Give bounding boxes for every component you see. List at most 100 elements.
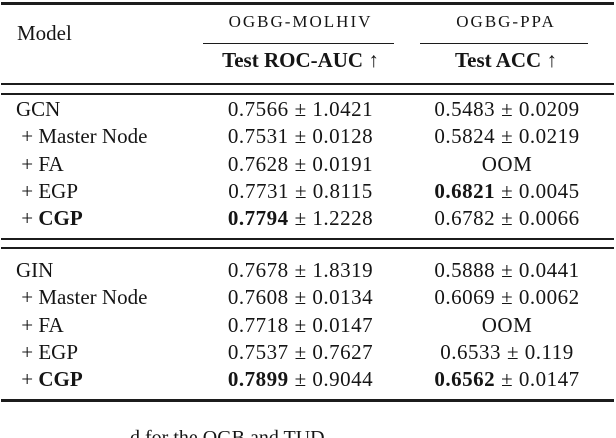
gin-block: GIN 0.7678 ± 1.8319 0.5888 ± 0.0441 + Mast… [0, 257, 616, 393]
molhiv-value-cell: 0.7731 ± 0.8115 [203, 179, 398, 204]
molhiv-std: ± 0.7627 [294, 340, 374, 365]
gcn-block: GCN 0.7566 ± 1.0421 0.5483 ± 0.0209 + Mast… [0, 96, 616, 232]
ppa-std: ± 0.0062 [501, 285, 580, 310]
ppa-mean: 0.5888 [434, 258, 496, 283]
cmidrule-molhiv [203, 42, 394, 44]
table-top-rule [1, 2, 614, 5]
ppa-value-cell: OOM [398, 152, 616, 177]
ppa-mean: OOM [481, 312, 533, 337]
ppa-std: ± 0.0219 [501, 124, 580, 149]
molhiv-value-cell: 0.7718 ± 0.0147 [203, 313, 398, 338]
ppa-value-cell: 0.6782 ± 0.0066 [398, 206, 616, 231]
molhiv-std: ± 0.8115 [295, 179, 373, 204]
model-name: CGP [38, 206, 83, 231]
ppa-std: ± 0.0066 [501, 206, 580, 231]
molhiv-mean: 0.7628 [227, 151, 289, 176]
ppa-value-cell: 0.5888 ± 0.0441 [398, 258, 616, 283]
header-double-rule-1 [1, 83, 614, 85]
ppa-mean: 0.6782 [434, 206, 496, 231]
molhiv-mean: 0.7566 [227, 97, 289, 122]
model-cell: + Master Node [0, 124, 203, 149]
table-row: + CGP 0.7899 ± 0.9044 0.6562 ± 0.0147 [0, 366, 616, 393]
molhiv-mean: 0.7537 [227, 340, 289, 365]
model-column-header: Model [17, 21, 72, 45]
model-name: GCN [16, 97, 61, 122]
ppa-mean: 0.5483 [434, 97, 496, 122]
model-prefix: + [16, 340, 39, 365]
model-name: CGP [38, 367, 83, 392]
molhiv-value-cell: 0.7537 ± 0.7627 [203, 340, 398, 365]
header-double-rule-2 [1, 93, 614, 95]
molhiv-std: ± 1.8319 [294, 258, 374, 283]
table-row: GIN 0.7678 ± 1.8319 0.5888 ± 0.0441 [0, 257, 616, 284]
molhiv-std: ± 0.0128 [294, 124, 374, 149]
model-prefix: + [16, 312, 39, 337]
molhiv-value-cell: 0.7628 ± 0.0191 [203, 152, 398, 177]
molhiv-mean: 0.7718 [227, 312, 289, 337]
molhiv-mean: 0.7531 [227, 124, 289, 149]
table-row: + EGP 0.7537 ± 0.7627 0.6533 ± 0.119 [0, 339, 616, 366]
molhiv-std: ± 0.0191 [294, 151, 374, 176]
ppa-std: ± 0.0209 [501, 97, 580, 122]
ppa-value-cell: OOM [398, 313, 616, 338]
molhiv-mean: 0.7608 [227, 285, 289, 310]
model-cell: + CGP [0, 206, 203, 231]
model-prefix: + [16, 179, 39, 204]
model-name: GIN [16, 258, 54, 283]
molhiv-mean: 0.7731 [228, 179, 289, 204]
model-cell: + EGP [0, 179, 203, 204]
molhiv-value-cell: 0.7531 ± 0.0128 [203, 124, 398, 149]
molhiv-mean: 0.7794 [227, 206, 289, 231]
ppa-std: ± 0.119 [507, 340, 574, 365]
mid-double-rule-1 [1, 238, 614, 240]
model-cell: + FA [0, 313, 203, 338]
model-prefix: + [16, 206, 39, 231]
ppa-value-cell: 0.6533 ± 0.119 [398, 340, 616, 365]
model-cell: + Master Node [0, 285, 203, 310]
model-prefix: + [16, 124, 39, 149]
model-cell: GCN [0, 97, 203, 122]
model-cell: + FA [0, 152, 203, 177]
metric-header-roc-auc: Test ROC-AUC ↑ [222, 48, 379, 72]
ppa-std: ± 0.0441 [501, 258, 580, 283]
table-row: + CGP 0.7794 ± 1.2228 0.6782 ± 0.0066 [0, 205, 616, 232]
model-prefix: + [16, 285, 39, 310]
model-cell: + EGP [0, 340, 203, 365]
ppa-value-cell: 0.5483 ± 0.0209 [398, 97, 616, 122]
molhiv-std: ± 0.9044 [294, 367, 374, 392]
ppa-std: ± 0.0147 [501, 367, 580, 392]
ppa-value-cell: 0.6821 ± 0.0045 [398, 179, 616, 204]
table-row: + EGP 0.7731 ± 0.8115 0.6821 ± 0.0045 [0, 178, 616, 205]
ppa-mean: OOM [481, 151, 533, 176]
molhiv-value-cell: 0.7899 ± 0.9044 [203, 367, 398, 392]
model-name: EGP [38, 179, 79, 204]
ppa-mean: 0.6533 [440, 340, 501, 365]
table-bottom-rule [1, 399, 614, 402]
model-prefix: + [16, 367, 39, 392]
table-row: + Master Node 0.7608 ± 0.0134 0.6069 ± 0.0… [0, 284, 616, 311]
ppa-value-cell: 0.6069 ± 0.0062 [398, 285, 616, 310]
molhiv-std: ± 0.0134 [294, 285, 374, 310]
table-row: GCN 0.7566 ± 1.0421 0.5483 ± 0.0209 [0, 96, 616, 123]
molhiv-value-cell: 0.7608 ± 0.0134 [203, 285, 398, 310]
ppa-mean: 0.6821 [434, 179, 496, 204]
molhiv-std: ± 0.0147 [294, 312, 374, 337]
model-name: FA [38, 312, 64, 337]
clipped-caption-text: d for the OGB and TUD [130, 427, 325, 438]
ppa-value-cell: 0.5824 ± 0.0219 [398, 124, 616, 149]
dataset-header-ogbg-molhiv: OGBG-MOLHIV [228, 12, 373, 31]
model-name: FA [38, 151, 64, 176]
dataset-header-ogbg-ppa: OGBG-PPA [456, 12, 556, 31]
ppa-mean: 0.6069 [434, 285, 496, 310]
model-cell: + CGP [0, 367, 203, 392]
molhiv-mean: 0.7899 [227, 367, 289, 392]
ppa-std: ± 0.0045 [501, 179, 580, 204]
table-row: + FA 0.7628 ± 0.0191 OOM [0, 151, 616, 178]
molhiv-std: ± 1.0421 [294, 97, 374, 122]
cmidrule-ppa [420, 42, 588, 44]
model-prefix: + [16, 151, 39, 176]
molhiv-value-cell: 0.7566 ± 1.0421 [203, 97, 398, 122]
metric-header-acc: Test ACC ↑ [455, 48, 557, 72]
molhiv-value-cell: 0.7678 ± 1.8319 [203, 258, 398, 283]
